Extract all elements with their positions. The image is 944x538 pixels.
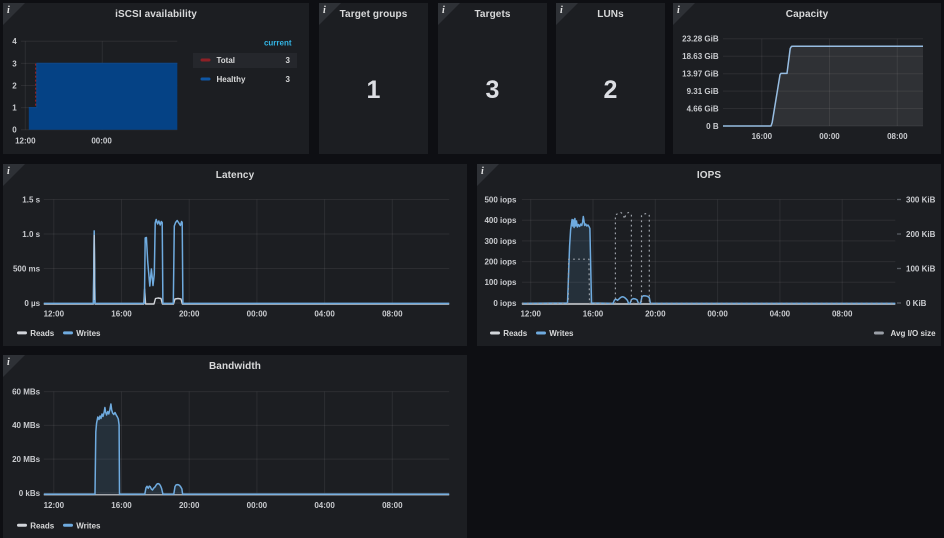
svg-text:0 KiB: 0 KiB xyxy=(906,299,927,308)
svg-text:300 KiB: 300 KiB xyxy=(906,195,936,204)
svg-text:3: 3 xyxy=(286,75,291,84)
svg-text:04:00: 04:00 xyxy=(770,310,791,319)
svg-text:4.66 GiB: 4.66 GiB xyxy=(687,105,719,114)
svg-text:Reads: Reads xyxy=(30,521,55,530)
svg-text:60 MBs: 60 MBs xyxy=(12,388,41,397)
svg-text:Reads: Reads xyxy=(503,329,528,338)
svg-text:00:00: 00:00 xyxy=(247,310,268,319)
svg-text:0 kBs: 0 kBs xyxy=(19,489,41,498)
svg-text:23.28 GiB: 23.28 GiB xyxy=(682,35,719,44)
svg-text:20:00: 20:00 xyxy=(645,310,666,319)
svg-text:0 B: 0 B xyxy=(706,122,719,131)
svg-text:9.31 GiB: 9.31 GiB xyxy=(687,87,719,96)
svg-text:1: 1 xyxy=(12,104,17,113)
svg-text:1.5 s: 1.5 s xyxy=(22,195,40,204)
svg-text:16:00: 16:00 xyxy=(752,132,773,141)
svg-text:12:00: 12:00 xyxy=(44,310,65,319)
svg-text:00:00: 00:00 xyxy=(91,136,112,145)
svg-text:12:00: 12:00 xyxy=(15,136,36,145)
svg-text:3: 3 xyxy=(286,56,291,65)
svg-text:08:00: 08:00 xyxy=(382,501,403,510)
svg-text:20:00: 20:00 xyxy=(179,501,200,510)
svg-text:04:00: 04:00 xyxy=(314,501,335,510)
svg-text:500 ms: 500 ms xyxy=(13,264,41,273)
svg-text:2: 2 xyxy=(12,81,17,90)
svg-text:200 KiB: 200 KiB xyxy=(906,230,936,239)
svg-text:16:00: 16:00 xyxy=(583,310,604,319)
svg-text:Writes: Writes xyxy=(76,329,101,338)
svg-text:08:00: 08:00 xyxy=(887,132,908,141)
svg-text:100 iops: 100 iops xyxy=(484,278,517,287)
svg-text:08:00: 08:00 xyxy=(832,310,853,319)
svg-text:0 µs: 0 µs xyxy=(24,299,40,308)
svg-text:40 MBs: 40 MBs xyxy=(12,421,41,430)
svg-text:400 iops: 400 iops xyxy=(484,216,517,225)
svg-text:04:00: 04:00 xyxy=(314,310,335,319)
svg-text:current: current xyxy=(264,39,292,48)
svg-text:16:00: 16:00 xyxy=(111,501,132,510)
svg-text:00:00: 00:00 xyxy=(707,310,728,319)
svg-text:200 iops: 200 iops xyxy=(484,258,517,267)
svg-text:4: 4 xyxy=(12,37,17,46)
svg-text:0 iops: 0 iops xyxy=(493,299,517,308)
svg-text:Healthy: Healthy xyxy=(217,75,246,84)
svg-text:100 KiB: 100 KiB xyxy=(906,264,936,273)
svg-text:Avg I/O size: Avg I/O size xyxy=(891,329,937,338)
svg-text:08:00: 08:00 xyxy=(382,310,403,319)
svg-text:Total: Total xyxy=(217,56,236,65)
svg-text:18.63 GiB: 18.63 GiB xyxy=(682,52,719,61)
svg-text:16:00: 16:00 xyxy=(111,310,132,319)
svg-text:12:00: 12:00 xyxy=(520,310,541,319)
svg-text:20:00: 20:00 xyxy=(179,310,200,319)
svg-text:3: 3 xyxy=(12,59,17,68)
svg-text:0: 0 xyxy=(12,126,17,135)
svg-text:20 MBs: 20 MBs xyxy=(12,455,41,464)
svg-text:Reads: Reads xyxy=(30,329,55,338)
svg-text:13.97 GiB: 13.97 GiB xyxy=(682,70,719,79)
svg-text:500 iops: 500 iops xyxy=(484,195,517,204)
svg-text:1.0 s: 1.0 s xyxy=(22,230,40,239)
svg-text:Writes: Writes xyxy=(76,521,101,530)
svg-text:Writes: Writes xyxy=(549,329,574,338)
svg-text:00:00: 00:00 xyxy=(247,501,268,510)
svg-text:00:00: 00:00 xyxy=(819,132,840,141)
svg-text:12:00: 12:00 xyxy=(44,501,65,510)
svg-text:300 iops: 300 iops xyxy=(484,237,517,246)
